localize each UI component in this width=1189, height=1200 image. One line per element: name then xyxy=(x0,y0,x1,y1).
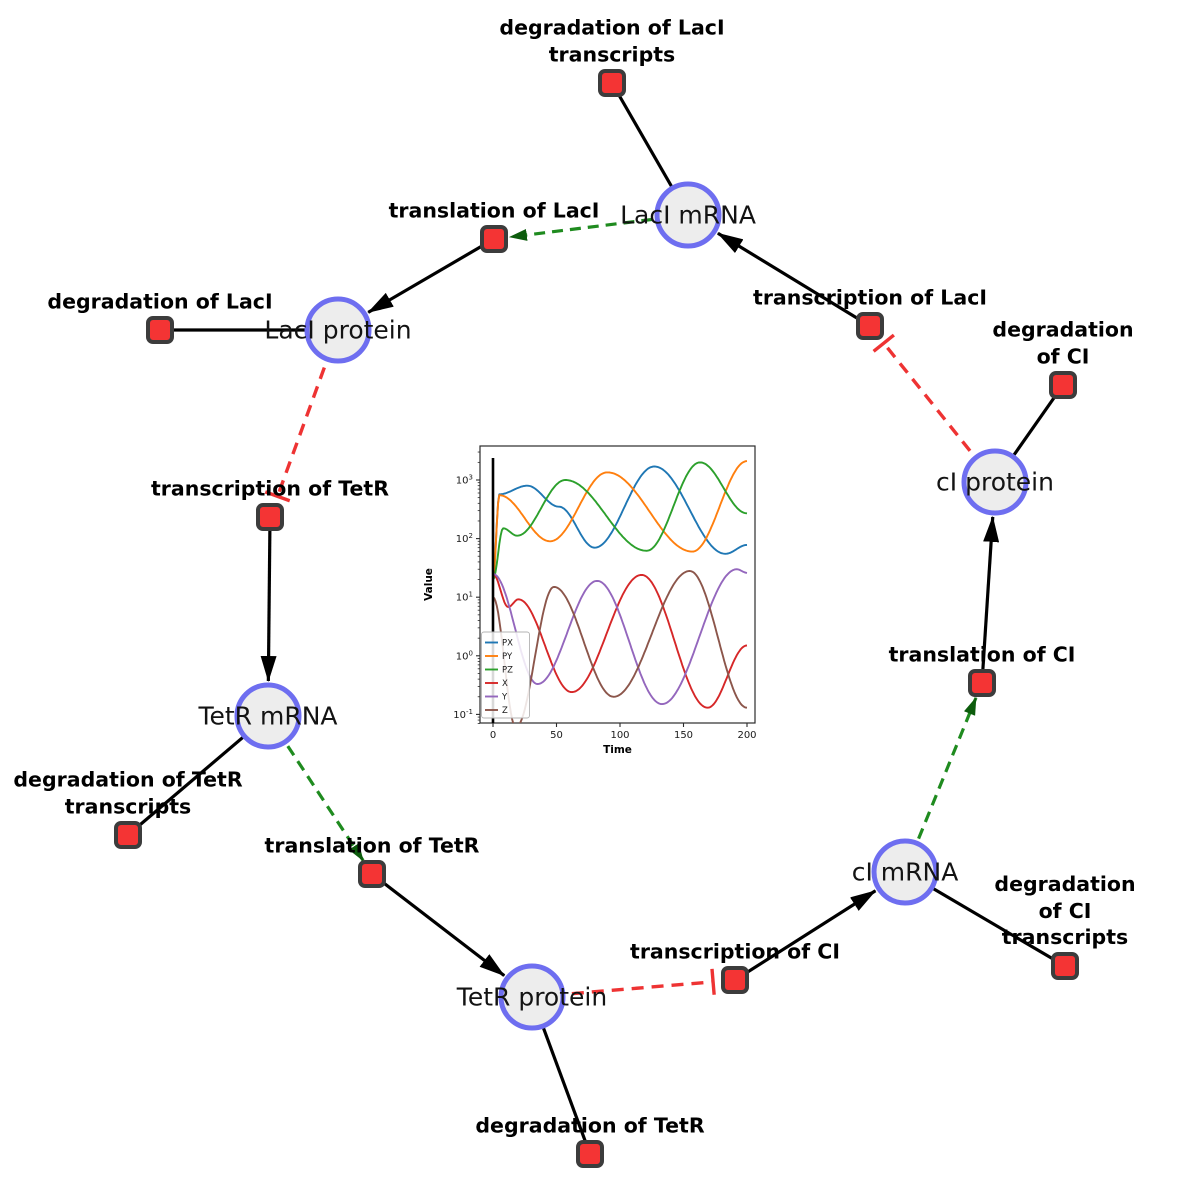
inhibition-tbar-icon xyxy=(710,968,716,995)
production-edge-transl_tetr-to-tetr_protein xyxy=(371,872,506,977)
production-edge-transl_laci-to-laci_protein xyxy=(367,237,495,314)
species-node-laci_mrna-icon xyxy=(654,181,722,249)
reaction-node-transl_tetr-icon xyxy=(358,860,386,888)
plot-axes-frame xyxy=(479,445,756,724)
y-axis-title: Value xyxy=(423,568,435,601)
series-curve-Y xyxy=(492,568,748,706)
reaction-node-trx_tetr-icon xyxy=(256,503,284,531)
series-curve-PY xyxy=(492,460,748,580)
timeseries-inset-chart: 0 50 100 150 20010-1100101102103TimeValuePXP… xyxy=(423,445,757,756)
reaction-node-deg_laci_tx-icon xyxy=(598,69,626,97)
reaction-node-transl_laci-icon xyxy=(480,225,508,253)
production-edge-trx_laci-to-laci_mrna xyxy=(717,231,871,328)
modifier-edge-laci_mrna-to-transl_laci xyxy=(508,213,689,241)
x-tick-label: 50 xyxy=(550,730,563,741)
reaction-node-deg_ci-icon xyxy=(1049,371,1077,399)
reaction-node-trx_ci-icon xyxy=(721,966,749,994)
inhibition-tbar-icon xyxy=(264,490,291,503)
x-tick-label: 200 xyxy=(737,730,756,741)
species-node-laci_protein-icon xyxy=(304,296,372,364)
x-tick-label: 150 xyxy=(674,730,693,741)
modifier-edge-ci_mrna-to-transl_ci xyxy=(903,696,978,873)
species-node-tetr_protein-icon xyxy=(498,963,566,1031)
legend-label-X: X xyxy=(502,679,508,689)
reaction-node-deg_ci_tx-icon xyxy=(1051,952,1079,980)
production-edge-trx_tetr-to-tetr_mrna xyxy=(260,516,277,683)
production-edge-transl_ci-to-ci_protein xyxy=(980,515,1000,684)
legend-label-Y: Y xyxy=(501,693,508,703)
chart-legend: PX PY PZ XYZ xyxy=(481,631,530,719)
series-curve-PX xyxy=(492,465,748,580)
production-edge-trx_ci-to-ci_mrna xyxy=(734,889,877,982)
legend-label-PZ: PZ xyxy=(502,666,513,676)
x-tick-label: 100 xyxy=(610,730,629,741)
y-tick-label: 102 xyxy=(456,532,473,545)
y-tick-label: 103 xyxy=(456,474,473,487)
y-tick-label: 101 xyxy=(456,591,473,604)
inhibition-tbar-icon xyxy=(872,333,895,353)
x-axis-title: Time xyxy=(603,744,632,756)
reaction-node-transl_ci-icon xyxy=(968,669,996,697)
reaction-node-deg_laci-icon xyxy=(146,316,174,344)
x-tick-label: 0 xyxy=(490,730,496,741)
series-curves xyxy=(492,460,748,723)
species-node-tetr_mrna-icon xyxy=(234,682,302,750)
species-node-ci_mrna-icon xyxy=(871,838,939,906)
legend-label-PY: PY xyxy=(502,652,513,662)
nodes-layer xyxy=(114,69,1079,1168)
y-tick-label: 100 xyxy=(456,649,473,662)
reaction-node-deg_tetr_tx-icon xyxy=(114,821,142,849)
reaction-node-trx_laci-icon xyxy=(856,312,884,340)
series-curve-X xyxy=(492,573,748,709)
series-curve-PZ xyxy=(492,461,748,581)
species-node-ci_protein-icon xyxy=(961,448,1029,516)
legend-label-Z: Z xyxy=(502,706,508,716)
y-tick-label: 10-1 xyxy=(453,708,473,721)
series-curve-Z xyxy=(492,570,748,723)
legend-label-PX: PX xyxy=(502,639,513,649)
reaction-node-deg_tetr-icon xyxy=(576,1140,604,1168)
